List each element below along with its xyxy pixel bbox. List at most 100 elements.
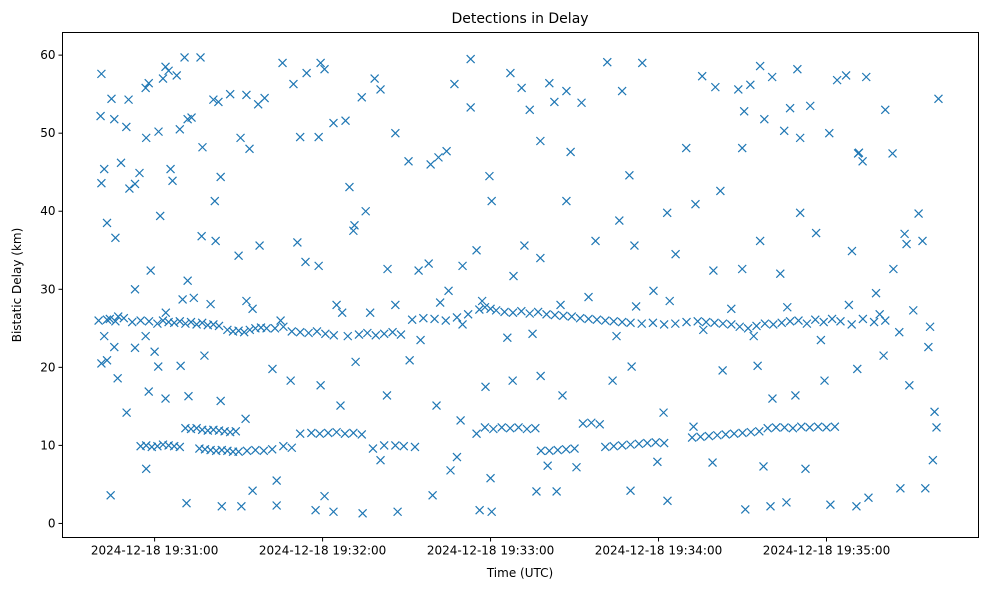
data-point-x-marker bbox=[617, 86, 627, 96]
data-point-x-marker bbox=[567, 312, 577, 322]
data-point-x-marker bbox=[691, 199, 700, 209]
data-point-x-marker bbox=[396, 330, 406, 339]
data-point-x-marker bbox=[782, 497, 791, 507]
data-point-x-marker bbox=[755, 61, 765, 71]
data-point-x-marker bbox=[820, 376, 829, 386]
data-point-x-marker bbox=[825, 500, 835, 510]
data-point-x-marker bbox=[681, 143, 691, 153]
data-point-x-marker bbox=[332, 300, 341, 310]
data-point-x-marker bbox=[175, 124, 185, 134]
data-point-x-marker bbox=[481, 382, 490, 392]
data-point-x-marker bbox=[592, 315, 602, 325]
data-point-x-marker bbox=[428, 490, 438, 500]
data-point-x-marker bbox=[379, 329, 389, 339]
data-point-x-marker bbox=[301, 257, 310, 267]
data-point-x-marker bbox=[248, 486, 258, 496]
data-point-x-marker bbox=[210, 196, 220, 206]
data-point-x-marker bbox=[502, 333, 512, 343]
data-point-x-marker bbox=[704, 431, 714, 441]
data-point-x-marker bbox=[241, 414, 251, 424]
data-point-x-marker bbox=[350, 220, 359, 230]
series-track-lower bbox=[136, 418, 840, 462]
data-point-x-marker bbox=[178, 295, 188, 304]
data-point-x-marker bbox=[141, 133, 151, 143]
data-point-x-marker bbox=[329, 507, 338, 517]
data-point-x-marker bbox=[858, 156, 868, 166]
data-point-x-marker bbox=[542, 309, 551, 319]
data-point-x-marker bbox=[197, 231, 207, 241]
data-point-x-marker bbox=[418, 313, 428, 323]
data-point-x-marker bbox=[888, 149, 897, 158]
data-point-x-marker bbox=[771, 423, 781, 432]
data-point-x-marker bbox=[561, 86, 571, 96]
data-point-x-marker bbox=[544, 78, 554, 88]
data-point-x-marker bbox=[96, 359, 106, 368]
data-point-x-marker bbox=[225, 89, 235, 99]
data-point-x-marker bbox=[708, 458, 717, 467]
data-point-x-marker bbox=[530, 423, 540, 433]
data-point-x-marker bbox=[864, 493, 873, 503]
data-point-x-marker bbox=[197, 318, 207, 328]
data-point-x-marker bbox=[626, 440, 635, 450]
data-point-x-marker bbox=[595, 419, 605, 429]
x-axis-label: Time (UTC) bbox=[486, 566, 553, 580]
data-point-x-marker bbox=[255, 241, 265, 251]
data-point-x-marker bbox=[801, 464, 810, 474]
data-point-x-marker bbox=[410, 442, 420, 452]
data-point-x-marker bbox=[480, 302, 490, 312]
data-point-x-marker bbox=[721, 430, 731, 439]
data-point-x-marker bbox=[144, 78, 154, 88]
data-point-x-marker bbox=[141, 83, 151, 93]
data-point-x-marker bbox=[214, 321, 224, 331]
data-point-x-marker bbox=[608, 376, 618, 386]
data-point-x-marker bbox=[780, 423, 789, 432]
data-point-x-marker bbox=[312, 327, 322, 336]
data-point-x-marker bbox=[847, 246, 857, 256]
data-point-x-marker bbox=[767, 72, 777, 82]
data-point-x-marker bbox=[609, 316, 619, 326]
data-point-x-marker bbox=[472, 429, 481, 439]
data-point-x-marker bbox=[102, 315, 112, 325]
data-point-x-marker bbox=[785, 103, 795, 113]
y-tick-label: 60 bbox=[40, 48, 55, 62]
data-point-x-marker bbox=[276, 316, 286, 325]
data-point-x-marker bbox=[105, 314, 115, 324]
data-point-x-marker bbox=[785, 316, 795, 326]
data-point-x-marker bbox=[110, 316, 120, 326]
data-point-x-marker bbox=[368, 444, 378, 453]
data-point-x-marker bbox=[813, 422, 823, 432]
x-tick-label: 2024-12-18 19:32:00 bbox=[259, 544, 386, 558]
data-point-x-marker bbox=[371, 330, 381, 340]
data-point-x-marker bbox=[879, 351, 889, 361]
data-point-x-marker bbox=[332, 427, 341, 437]
data-point-x-marker bbox=[337, 308, 347, 318]
data-point-x-marker bbox=[659, 438, 669, 448]
y-axis: 0 10 20 30 40 50 60 bbox=[40, 48, 63, 530]
data-point-x-marker bbox=[357, 430, 367, 439]
data-point-x-marker bbox=[847, 319, 857, 329]
data-point-x-marker bbox=[827, 314, 837, 324]
data-point-x-marker bbox=[735, 322, 745, 332]
data-point-x-marker bbox=[102, 218, 112, 228]
data-point-x-marker bbox=[586, 418, 596, 428]
data-point-x-marker bbox=[508, 376, 518, 386]
data-point-x-marker bbox=[357, 92, 367, 102]
data-point-x-marker bbox=[153, 362, 163, 371]
data-point-x-marker bbox=[152, 441, 162, 451]
data-point-x-marker bbox=[424, 259, 434, 268]
data-point-x-marker bbox=[514, 423, 523, 432]
data-point-x-marker bbox=[558, 311, 568, 321]
data-point-x-marker bbox=[182, 498, 191, 508]
data-point-x-marker bbox=[295, 132, 305, 142]
data-point-x-marker bbox=[753, 361, 763, 371]
data-point-x-marker bbox=[340, 429, 350, 439]
y-tick-label: 20 bbox=[40, 360, 55, 374]
data-point-x-marker bbox=[634, 439, 644, 449]
data-point-x-marker bbox=[152, 319, 162, 329]
data-point-x-marker bbox=[466, 54, 476, 64]
y-axis-label: Bistatic Delay (km) bbox=[10, 228, 24, 343]
data-point-x-marker bbox=[168, 176, 177, 186]
data-point-x-marker bbox=[446, 465, 455, 475]
data-point-x-marker bbox=[925, 322, 935, 332]
